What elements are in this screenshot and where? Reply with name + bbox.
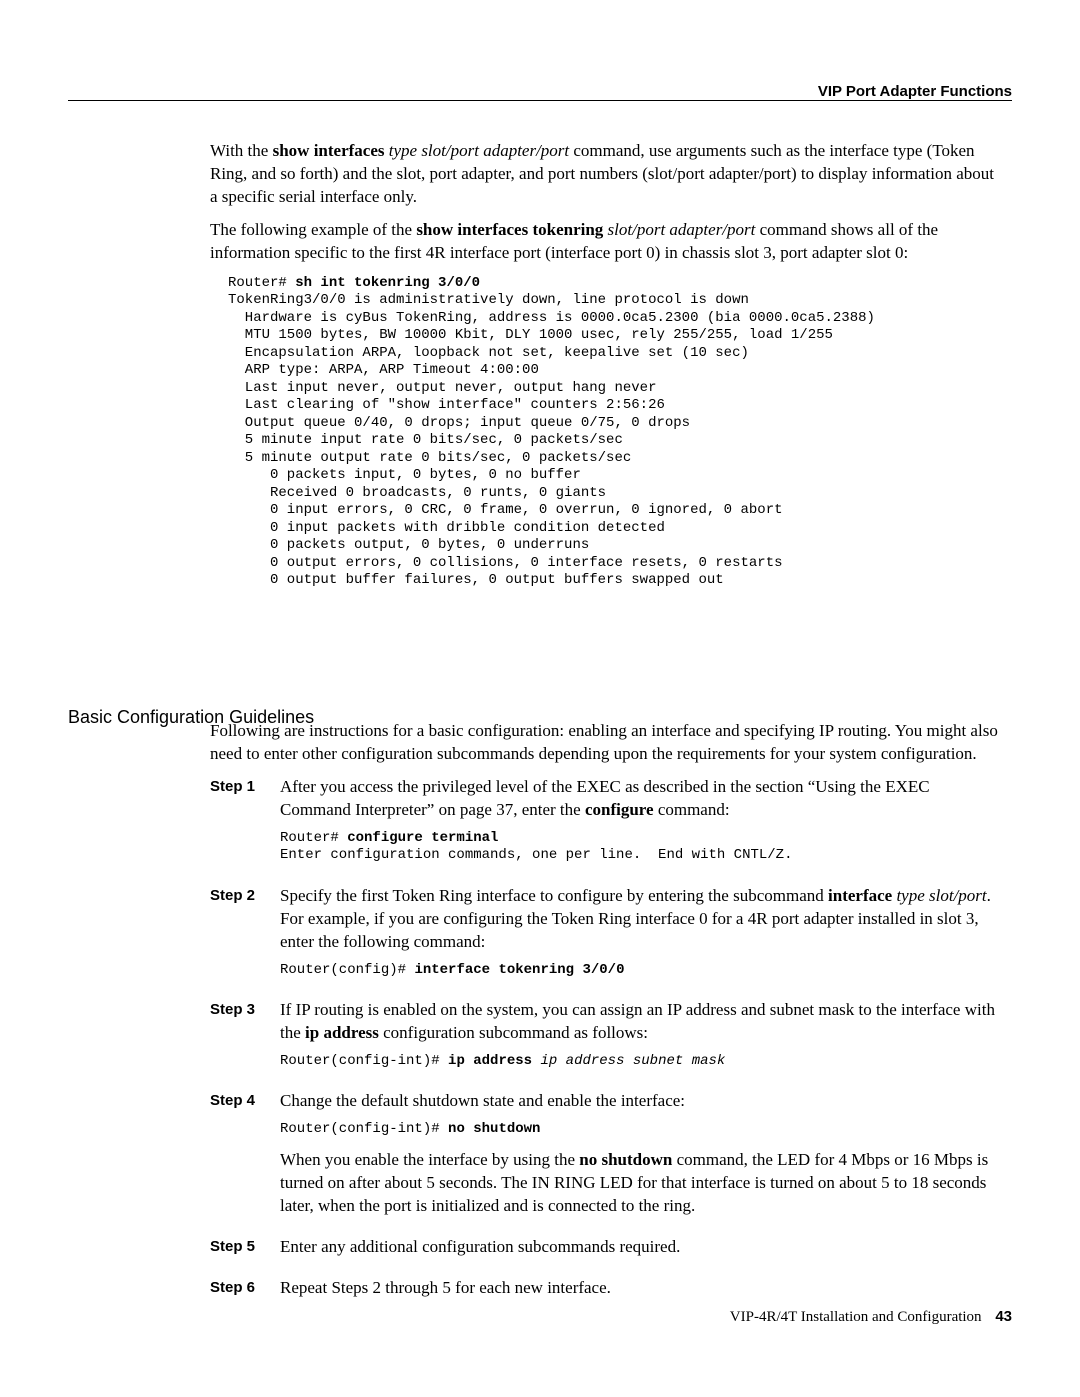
s1-code-body: Enter configuration commands, one per li… [280, 847, 792, 863]
step-body: After you access the privileged level of… [280, 776, 1000, 875]
step1-text: After you access the privileged level of… [280, 776, 1000, 822]
step4-text1: Change the default shutdown state and en… [280, 1090, 1000, 1113]
step-1: Step 1 After you access the privileged l… [210, 776, 1000, 875]
s4-code-prompt: Router(config-int)# [280, 1121, 440, 1137]
step2-code: Router(config)# interface tokenring 3/0/… [280, 962, 1000, 980]
step-4: Step 4 Change the default shutdown state… [210, 1090, 1000, 1225]
para2-args: slot/port adapter/port [608, 220, 756, 239]
section-body: Following are instructions for a basic c… [210, 720, 1000, 1318]
paragraph-2: The following example of the show interf… [210, 219, 1000, 265]
step-label: Step 4 [210, 1090, 266, 1225]
step-label: Step 1 [210, 776, 266, 875]
step-label: Step 5 [210, 1236, 266, 1267]
para2-cmd: show interfaces tokenring [416, 220, 603, 239]
step-6: Step 6 Repeat Steps 2 through 5 for each… [210, 1277, 1000, 1308]
page-number: 43 [995, 1308, 1012, 1325]
code1-cmd: sh int tokenring 3/0/0 [295, 275, 480, 291]
step6-text: Repeat Steps 2 through 5 for each new in… [280, 1277, 1000, 1300]
s2-d: type slot/port [896, 886, 986, 905]
step-body: If IP routing is enabled on the system, … [280, 999, 1000, 1080]
code-block-1: Router# sh int tokenring 3/0/0 TokenRing… [228, 275, 1000, 590]
main-content: With the show interfaces type slot/port … [210, 140, 1000, 598]
s2-code-prompt: Router(config)# [280, 962, 406, 978]
step-5: Step 5 Enter any additional configuratio… [210, 1236, 1000, 1267]
s4-p2b: no shutdown [579, 1150, 672, 1169]
para1-cmd: show interfaces [273, 141, 385, 160]
step5-text: Enter any additional configuration subco… [280, 1236, 1000, 1259]
step1-code: Router# configure terminal Enter configu… [280, 830, 1000, 865]
para1-args: type slot/port adapter/port [389, 141, 569, 160]
step-body: Change the default shutdown state and en… [280, 1090, 1000, 1225]
step-body: Specify the first Token Ring interface t… [280, 885, 1000, 989]
header-rule [68, 100, 1012, 101]
s4-p2a: When you enable the interface by using t… [280, 1150, 579, 1169]
footer-text: VIP-4R/4T Installation and Configuration [730, 1309, 982, 1325]
s2-code-cmd: interface tokenring 3/0/0 [414, 962, 624, 978]
page-footer: VIP-4R/4T Installation and Configuration… [730, 1307, 1012, 1327]
step-2: Step 2 Specify the first Token Ring inte… [210, 885, 1000, 989]
s2-a: Specify the first Token Ring interface t… [280, 886, 828, 905]
para1-pre: With the [210, 141, 273, 160]
paragraph-1: With the show interfaces type slot/port … [210, 140, 1000, 209]
s1-b: configure [585, 800, 654, 819]
s1-code-cmd: configure terminal [347, 830, 498, 846]
step-3: Step 3 If IP routing is enabled on the s… [210, 999, 1000, 1080]
s4-code-cmd: no shutdown [448, 1121, 540, 1137]
step4-code: Router(config-int)# no shutdown [280, 1121, 1000, 1139]
s3-c: configuration subcommand as follows: [379, 1023, 648, 1042]
step2-text: Specify the first Token Ring interface t… [280, 885, 1000, 954]
code1-prompt: Router# [228, 275, 287, 291]
step-label: Step 2 [210, 885, 266, 989]
step-label: Step 6 [210, 1277, 266, 1308]
s3-code-prompt: Router(config-int)# [280, 1053, 440, 1069]
step4-text2: When you enable the interface by using t… [280, 1149, 1000, 1218]
s1-c: command: [654, 800, 730, 819]
s3-b: ip address [305, 1023, 379, 1042]
s3-code-args: ip address subnet mask [540, 1053, 725, 1069]
s1-code-prompt: Router# [280, 830, 339, 846]
step3-code: Router(config-int)# ip address ip addres… [280, 1053, 1000, 1071]
steps-list: Step 1 After you access the privileged l… [210, 776, 1000, 1308]
s3-code-cmd: ip address [448, 1053, 532, 1069]
step-body: Enter any additional configuration subco… [280, 1236, 1000, 1267]
step3-text: If IP routing is enabled on the system, … [280, 999, 1000, 1045]
section-intro: Following are instructions for a basic c… [210, 720, 1000, 766]
s2-b: interface [828, 886, 892, 905]
para2-pre: The following example of the [210, 220, 416, 239]
step-body: Repeat Steps 2 through 5 for each new in… [280, 1277, 1000, 1308]
code1-body: TokenRing3/0/0 is administratively down,… [228, 292, 875, 588]
step-label: Step 3 [210, 999, 266, 1080]
